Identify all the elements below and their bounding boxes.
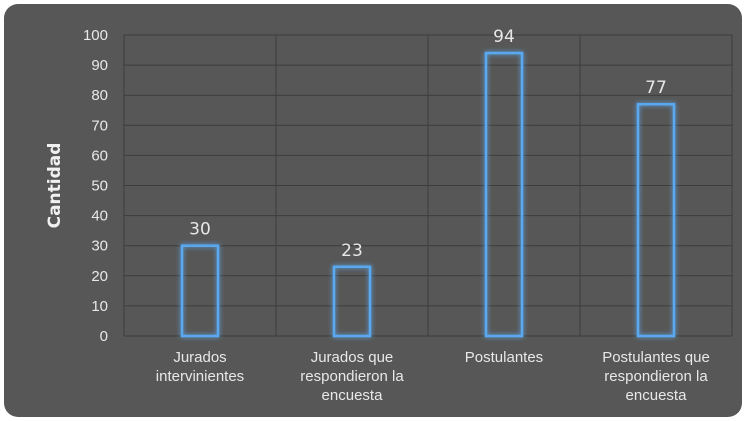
y-tick-label: 70 [91,117,108,134]
bar [484,51,524,338]
y-tick-label: 100 [83,27,108,44]
bar [180,244,220,338]
y-tick-label: 90 [91,57,108,74]
x-tick-label: Jurados intervinientes [156,349,244,385]
data-label: 94 [493,27,515,47]
data-label: 77 [645,78,667,98]
bar [332,265,372,338]
data-labels: 30 23 94 77 [189,27,667,261]
data-label: 30 [189,220,211,240]
y-tick-label: 60 [91,147,108,164]
y-tick-label: 30 [91,238,108,255]
data-label: 23 [341,241,363,261]
y-tick-label: 20 [91,268,108,285]
y-tick-label: 80 [91,87,108,104]
y-tick-label: 0 [100,328,108,345]
y-axis-title: Cantidad [45,143,65,229]
x-axis-categories: Jurados intervinientes Jurados que respondi… [156,349,710,404]
y-axis: 0 10 20 30 40 50 60 70 80 90 100 [83,27,108,345]
bar [636,102,676,338]
y-tick-label: 10 [91,298,108,315]
bars [180,51,676,338]
y-tick-label: 50 [91,178,108,195]
bar-chart: 0 10 20 30 40 50 60 70 80 90 100 30 23 94 77 Jurados i… [45,27,733,404]
y-tick-label: 40 [91,208,108,225]
gridlines [123,34,733,337]
x-tick-label: Jurados que respondieron la encuesta [300,349,404,404]
chart-card: 0 10 20 30 40 50 60 70 80 90 100 30 23 94 77 Jurados i… [4,4,742,417]
x-tick-label: Postulantes que respondieron la encuesta [602,349,710,404]
x-tick-label: Postulantes [465,349,543,366]
